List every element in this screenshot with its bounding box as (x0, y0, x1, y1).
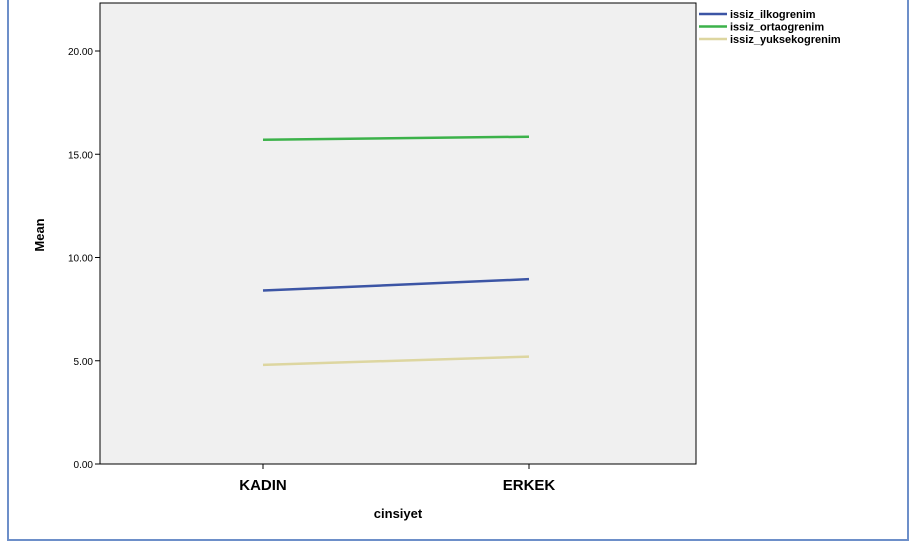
y-tick-label: 5.00 (74, 357, 94, 368)
series-line-issiz_yuksekogrenim (262, 355, 530, 367)
x-tick-label: ERKEK (503, 477, 556, 494)
series-lines (262, 135, 530, 367)
x-axis-title: cinsiyet (374, 506, 423, 521)
series-line-issiz_ilkogrenim (262, 277, 530, 292)
y-axis: 0.00 5.00 10.00 15.00 20.00 (68, 47, 100, 471)
series-line-issiz_ortaogrenim (262, 135, 530, 142)
y-axis-title: Mean (32, 218, 47, 251)
legend-label: issiz_yuksekogrenim (730, 34, 841, 46)
y-tick-label: 0.00 (74, 460, 94, 471)
y-tick-label: 15.00 (68, 150, 93, 161)
plot-area (99, 2, 697, 465)
legend-label: issiz_ortaogrenim (730, 22, 824, 34)
chart-frame (7, 0, 909, 541)
x-axis: KADIN ERKEK (239, 464, 555, 494)
legend-label: issiz_ilkogrenim (730, 9, 816, 21)
x-tick-label: KADIN (239, 477, 287, 494)
legend: issiz_ilkogrenimissiz_ortaogrenimissiz_y… (699, 9, 841, 46)
y-tick-label: 20.00 (68, 47, 93, 58)
y-tick-label: 10.00 (68, 254, 93, 265)
